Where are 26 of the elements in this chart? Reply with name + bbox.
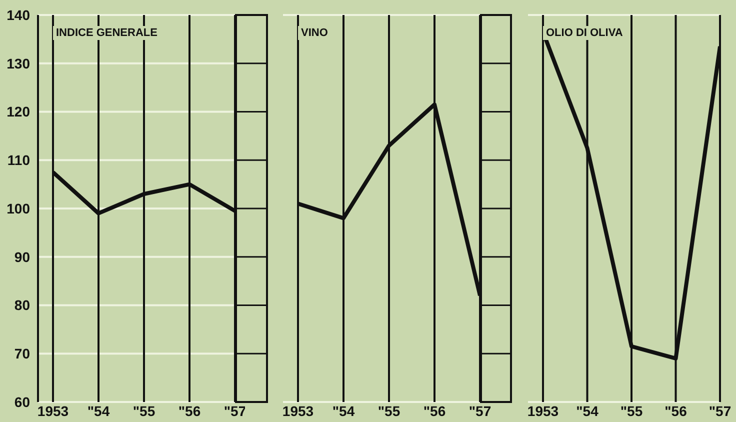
y-tick-label: 70 [14, 346, 30, 362]
y-tick-label: 130 [6, 55, 30, 72]
x-tick-label: "57 [708, 402, 732, 419]
x-tick-label: "56 [178, 402, 201, 419]
x-tick-label: "54 [87, 402, 110, 419]
y-tick-label: 80 [14, 297, 30, 314]
x-tick-label: "55 [378, 402, 400, 419]
x-tick-label: "56 [664, 402, 688, 419]
y-tick-label: 60 [14, 394, 30, 410]
text: INDICE GENERALE [53, 26, 160, 40]
text: OLIO DI OLIVA [543, 26, 626, 40]
x-tick-label: "55 [620, 402, 643, 419]
x-tick-label: 1953 [37, 402, 69, 419]
text: VINO [298, 26, 331, 40]
y-tick-label: 110 [7, 152, 30, 168]
y-tick-label: 120 [6, 104, 30, 120]
x-tick-label: "57 [468, 402, 492, 419]
x-tick-label: "56 [423, 402, 446, 419]
x-tick-label: 1953 [527, 402, 559, 419]
x-tick-label: 1953 [282, 402, 314, 419]
y-tick-label: 90 [14, 248, 30, 265]
x-tick-label: "54 [576, 402, 599, 419]
x-tick-label: "54 [332, 402, 355, 419]
y-tick-label: 100 [6, 200, 30, 216]
x-tick-label: "55 [132, 402, 156, 419]
y-tick-label: 140 [6, 6, 30, 23]
